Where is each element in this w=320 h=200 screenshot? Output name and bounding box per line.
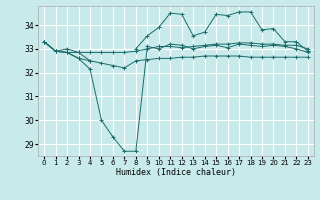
X-axis label: Humidex (Indice chaleur): Humidex (Indice chaleur) [116,168,236,177]
